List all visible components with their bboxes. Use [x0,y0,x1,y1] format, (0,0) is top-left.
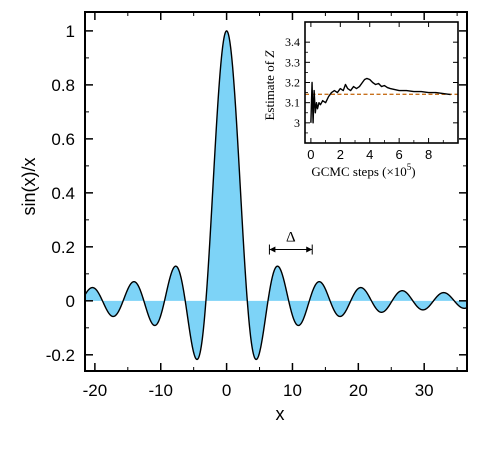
inset-x-tick-label: 2 [337,147,344,162]
inset-y-tick-label: 3.4 [285,35,300,49]
inset-series-line [310,77,451,124]
y-tick-label: -0.2 [46,346,75,365]
x-tick-label: -10 [148,381,173,400]
y-tick-label: 0.4 [51,184,75,203]
inset-x-axis-label-suffix: ) [411,164,415,179]
y-tick-label: 0.2 [51,238,75,257]
x-tick-label: 20 [349,381,368,400]
delta-arrowhead-right [306,246,313,253]
x-tick-label: 30 [415,381,434,400]
inset-x-tick-label: 6 [396,147,403,162]
inset-x-tick-label: 0 [307,147,314,162]
x-tick-label: 0 [222,381,231,400]
y-tick-label: 0.8 [51,76,75,95]
y-tick-label: 1 [66,22,75,41]
inset-y-axis-label-variable: Z [262,50,277,58]
inset-y-axis-label: Estimate of Z [262,50,277,121]
y-tick-label: 0 [66,292,75,311]
y-tick-label: 0.6 [51,130,75,149]
inset-y-axis-label-text: Estimate of [262,58,277,121]
main-plot: -20 -10 0 10 20 30-0.200.20.40.60.81xsin(x)/x… [19,11,468,424]
inset-plot: 0 2 4 6 8 3 3.1 3.2 3.3 3.4 GCMC steps (×105) Estim… [262,21,459,179]
plot-frame [84,11,468,372]
inset-y-tick-label: 3.2 [285,76,300,90]
x-axis-label: x [276,404,285,424]
sinc-curve [84,30,468,361]
inset-x-tick-label: 8 [425,147,432,162]
delta-label: Δ [286,230,296,246]
inset-y-tick-label: 3.1 [285,96,300,110]
y-axis-label: sin(x)/x [19,158,39,216]
delta-arrowhead-left [269,246,276,253]
x-tick-label: -20 [83,381,108,400]
inset-x-axis-label-text: GCMC steps (×10 [311,164,406,179]
inset-x-axis-label: GCMC steps (×105) [311,162,415,179]
inset-y-tick-label: 3 [294,116,300,130]
inset-x-tick-label: 4 [366,147,373,162]
inset-y-tick-label: 3.3 [285,55,300,69]
inset-background [305,22,458,143]
x-tick-label: 10 [283,381,302,400]
inset-x-axis-label-exponent: 5 [407,162,412,172]
